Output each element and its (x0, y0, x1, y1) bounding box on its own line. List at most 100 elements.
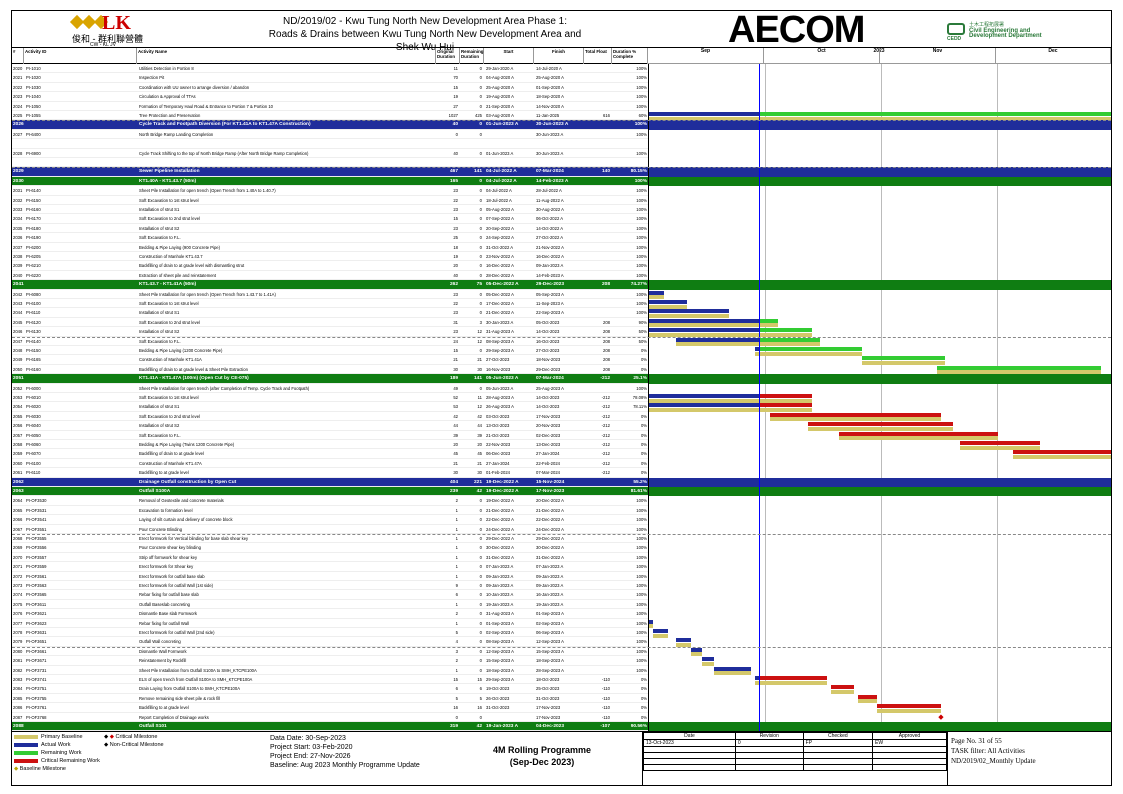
table-row[interactable]: 2021 PI-1020 Inspection Pit 70 0 04-Aug-2020 … (12, 73, 648, 83)
baseline-bar[interactable] (649, 398, 813, 403)
table-row[interactable]: 2054 PI-6020 Installation of strut S1 53 12 2… (12, 402, 648, 412)
wbs-row[interactable]: 2030 KT1.40A - KT1.43.7 (50m) 165 0 04-Jul-2… (12, 176, 648, 187)
actual-bar[interactable] (675, 638, 691, 643)
table-row[interactable]: 2085 PI-OF3755 Remove remaining side sheet… (12, 694, 648, 704)
actual-bar[interactable] (649, 619, 653, 624)
actual-bar[interactable] (755, 347, 760, 351)
actual-bar[interactable] (649, 112, 760, 116)
baseline-bar[interactable] (675, 342, 820, 347)
baseline-bar[interactable] (649, 295, 665, 300)
wbs-row[interactable]: 2088 Outfall S101 319 42 19-Jan-2023 A 04-Dec… (12, 722, 648, 731)
table-row[interactable]: 2078 PI-OF3631 Erect formwork for outfall … (12, 628, 648, 638)
table-row[interactable] (12, 139, 648, 149)
table-row[interactable]: 2081 PI-OF3671 Reinstatement by Rockfill 2 0… (12, 656, 648, 666)
table-row[interactable]: 2055 PI-6030 Soft Excavation to 2nd strut … (12, 412, 648, 422)
table-row[interactable]: 2023 PI-1040 Circulation & Approval of TTA… (12, 92, 648, 102)
actual-bar[interactable] (702, 657, 714, 662)
wbs-row[interactable]: 2062 Drainage Outfall construction by Ope… (12, 477, 648, 487)
remaining-bar[interactable] (759, 318, 779, 323)
wbs-row[interactable]: 2051 KT1.41A - KT1.47A (100m) (Open Cut b… (12, 374, 648, 384)
critical-bar[interactable] (876, 704, 942, 709)
table-row[interactable]: 2046 PI-6130 Installation of strut S2 23 12 3… (12, 327, 648, 337)
table-row[interactable]: 2024 PI-1050 Formation of Temporary Haul R… (12, 102, 648, 111)
baseline-bar[interactable] (876, 708, 942, 713)
table-row[interactable]: 2037 PI-6200 Bedding & Pipe Laying (900 Co… (12, 243, 648, 252)
table-row[interactable]: 2049 PI-6165 Construction of Manhole KT1.4… (12, 355, 648, 365)
milestone-marker[interactable]: ◆ (938, 713, 944, 721)
critical-bar[interactable] (759, 676, 828, 680)
baseline-bar[interactable] (755, 351, 862, 356)
table-row[interactable]: 2066 PI-OF3541 Laying of silt curtain and … (12, 515, 648, 525)
baseline-bar[interactable] (960, 445, 1040, 450)
critical-bar[interactable] (960, 441, 1040, 445)
baseline-bar[interactable] (649, 407, 813, 412)
critical-bar[interactable] (808, 422, 953, 427)
baseline-bar[interactable] (649, 116, 1111, 121)
baseline-bar[interactable] (713, 671, 752, 676)
critical-bar[interactable] (838, 431, 999, 436)
baseline-bar[interactable] (1013, 454, 1111, 459)
actual-bar[interactable] (649, 394, 760, 398)
table-row[interactable] (12, 158, 648, 168)
actual-bar[interactable] (675, 337, 760, 342)
table-row[interactable]: 2061 PI-6110 Backfilling to at grade level… (12, 468, 648, 478)
table-row[interactable]: 2074 PI-OF3565 Rebar fixing for outfall ba… (12, 590, 648, 600)
critical-bar[interactable] (759, 394, 813, 398)
wbs-row[interactable]: 2041 KT1.43.7 - KT1.41A (50m) 262 75 05-Dec-… (12, 280, 648, 290)
baseline-bar[interactable] (649, 304, 687, 309)
actual-bar[interactable] (649, 309, 729, 314)
critical-bar[interactable] (759, 403, 813, 408)
baseline-bar[interactable] (649, 323, 779, 328)
table-row[interactable]: 2086 PI-OF3761 Backfilling to at grade lev… (12, 703, 648, 713)
table-row[interactable]: 2069 PI-OF3556 Pour Concrete shear key bli… (12, 543, 648, 553)
table-row[interactable]: 2057 PI-6050 Soft Excavation to F.L. 39 39 21… (12, 431, 648, 440)
table-row[interactable]: 2073 PI-OF3563 Erect formwork for outfall … (12, 581, 648, 591)
table-row[interactable]: 2082 PI-OF3731 Sheet Pile Installation fro… (12, 666, 648, 675)
critical-bar[interactable] (1013, 450, 1111, 455)
baseline-bar[interactable] (755, 680, 828, 685)
baseline-bar[interactable] (857, 699, 877, 704)
table-row[interactable]: 2032 PI-6150 Soft Excavation to 1st strut … (12, 196, 648, 205)
baseline-bar[interactable] (649, 332, 813, 337)
table-row[interactable]: 2060 PI-6100 Construction of Manhole KT1.4… (12, 459, 648, 469)
table-row[interactable]: 2044 PI-6110 Installation of strut S1 23 0 21… (12, 308, 648, 318)
actual-bar[interactable] (649, 403, 760, 408)
table-row[interactable]: 2077 PI-OF3623 Rebar fixing for outfall Wa… (12, 619, 648, 628)
remaining-bar[interactable] (861, 356, 945, 361)
remaining-bar[interactable] (937, 365, 1101, 370)
table-row[interactable]: 2079 PI-OF3651 Outfall Wall concreting 4 0 08… (12, 637, 648, 647)
table-row[interactable]: 2034 PI-6170 Soft Excavation to 2nd strut … (12, 214, 648, 224)
table-row[interactable]: 2084 PI-OF3751 Drain Laying from Outfall S… (12, 684, 648, 694)
table-row[interactable]: 2050 PI-6160 Backfilling of drain to at gr… (12, 365, 648, 375)
actual-bar[interactable] (649, 328, 760, 333)
remaining-bar[interactable] (759, 112, 1111, 116)
table-row[interactable]: 2047 PI-6140 Soft Excavation to F.L. 24 12 08… (12, 337, 648, 346)
actual-bar[interactable] (713, 666, 752, 671)
table-row[interactable]: 2065 PI-OF3531 Excavation to formation lev… (12, 506, 648, 516)
critical-bar[interactable] (831, 685, 854, 690)
table-row[interactable]: 2064 PI-OF3530 Removal of Geotextile and c… (12, 496, 648, 506)
table-row[interactable]: 2075 PI-OF3611 Outfall Baseslab concreting… (12, 600, 648, 610)
table-row[interactable]: 2035 PI-6180 Installation of strut S2 23 0 20… (12, 224, 648, 234)
table-row[interactable]: 2053 PI-6010 Soft Excavation to 1st strut … (12, 393, 648, 403)
table-row[interactable]: 2039 PI-6210 Backfilling of drain to at gr… (12, 261, 648, 271)
table-row[interactable]: 2027 PI-6400 North Bridge Ramp Landing Com… (12, 130, 648, 140)
table-row[interactable]: 2076 PI-OF3621 Dismantle Base slab Formwor… (12, 609, 648, 619)
baseline-bar[interactable] (702, 661, 714, 666)
baseline-bar[interactable] (675, 642, 691, 647)
wbs-row[interactable]: 2063 Outfall S100A 239 42 19-Dec-2022 A 17-No… (12, 487, 648, 497)
table-row[interactable]: 2059 PI-6070 Backfilling of drain to at gr… (12, 449, 648, 459)
baseline-bar[interactable] (838, 436, 999, 441)
table-row[interactable]: 2042 PI-6080 Sheet Pile Installation for o… (12, 290, 648, 299)
table-row[interactable]: 2048 PI-6150 Bedding & Pipe Laying (1200 C… (12, 346, 648, 356)
table-row[interactable]: 2043 PI-6100 Soft Excavation to 1st strut … (12, 299, 648, 309)
table-row[interactable]: 2087 PI-OF3768 Report Completion of Draina… (12, 713, 648, 722)
actual-bar[interactable] (649, 290, 665, 295)
table-row[interactable]: 2040 PI-6220 Extraction of sheet pile and … (12, 271, 648, 281)
table-row[interactable]: 2072 PI-OF3561 Erect formwork for outfall … (12, 572, 648, 581)
table-row[interactable]: 2056 PI-6040 Installation of strut S2 44 44 1… (12, 421, 648, 431)
critical-bar[interactable] (770, 412, 942, 417)
table-row[interactable]: 2038 PI-6205 Construction of Manhole KT1.4… (12, 252, 648, 262)
table-row[interactable]: 2022 PI-1030 Coordination with UU owner to… (12, 83, 648, 93)
table-row[interactable]: 2068 PI-OF3555 Erect formwork for Vertical… (12, 534, 648, 544)
